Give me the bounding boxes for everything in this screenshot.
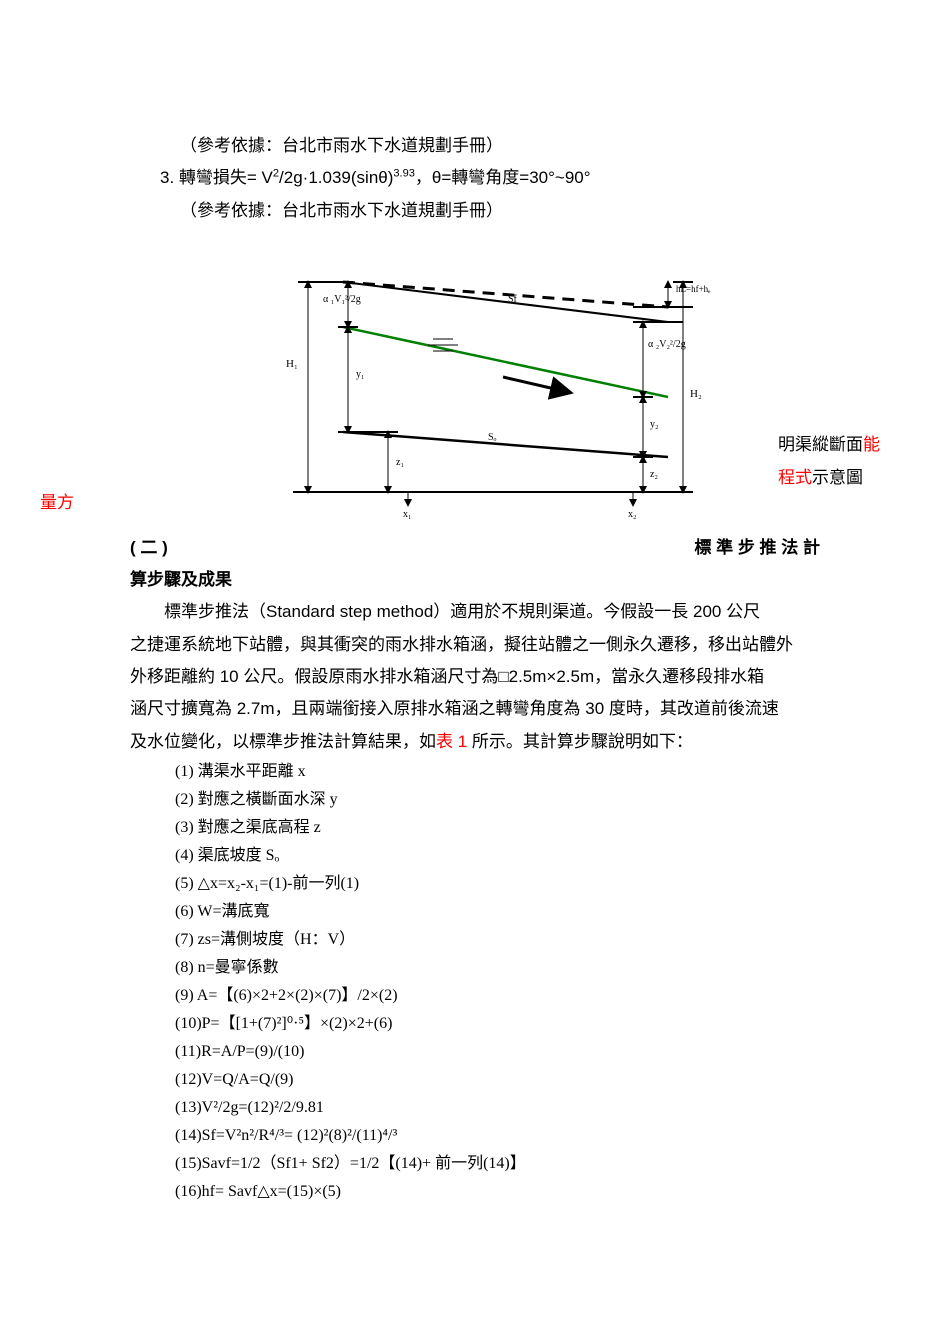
step-7: (7) zs=溝側坡度（H：V） [175,926,820,954]
para-line-1: 標準步推法（Standard step method）適用於不規則渠道。今假設一… [130,596,820,628]
svg-text:hL=hf+hₑ: hL=hf+hₑ [676,284,711,294]
diagram-caption-right: 明渠縱斷面能 程式示意圖 [778,429,880,494]
calculation-steps: (1) 溝渠水平距離 x (2) 對應之橫斷面水深 y (3) 對應之渠底高程 … [130,758,820,1206]
svg-text:x₁: x₁ [403,509,412,520]
svg-text:α ₁V₁²/2g: α ₁V₁²/2g [323,294,361,305]
p5a: 及水位變化，以標準步推法計算結果，如 [130,732,436,751]
svg-text:x₂: x₂ [628,509,637,520]
item3-mid: /2g·1.039(sinθ) [279,168,393,187]
p5b: 表 1 [436,732,467,751]
open-channel-energy-diagram: α ₁V₁²/2g α ₂V₂²/2g H₁ H₂ y₁ y₂ z₁ z₂ x₁… [238,247,713,522]
step-12: (12)V=Q/A=Q/(9) [175,1066,820,1094]
cap-c: 程式 [778,468,812,487]
step-3: (3) 對應之渠底高程 z [175,814,820,842]
step-4: (4) 渠底坡度 Sₒ [175,842,820,870]
sup-393: 3.93 [393,168,415,180]
svg-text:α ₂V₂²/2g: α ₂V₂²/2g [648,339,686,350]
cap-d: 示意圖 [812,468,863,487]
section-num: ( 二 ) [130,532,168,564]
svg-text:Sf: Sf [508,294,518,305]
reference-line-2: （參考依據：台北市雨水下水道規劃手冊） [130,195,820,227]
svg-text:z₁: z₁ [396,457,404,468]
svg-text:H₂: H₂ [690,388,702,400]
step-11: (11)R=A/P=(9)/(10) [175,1038,820,1066]
step-14: (14)Sf=V²n²/R⁴/³= (12)²(8)²/(11)⁴/³ [175,1122,820,1150]
item3-prefix: 3. 轉彎損失= V [160,168,273,187]
cap-b: 能 [863,435,880,454]
para-line-4: 涵尺寸擴寬為 2.7m，且兩端銜接入原排水箱涵之轉彎角度為 30 度時，其改道前… [130,693,820,725]
para-line-3: 外移距離約 10 公尺。假設原雨水排水箱涵尺寸為□2.5m×2.5m，當永久遷移… [130,661,820,693]
para-line-2: 之捷運系統地下站體，與其衝突的雨水排水箱涵，擬往站體之一側永久遷移，移出站體外 [130,629,820,661]
svg-text:z₂: z₂ [650,469,658,480]
step-13: (13)V²/2g=(12)²/2/9.81 [175,1094,820,1122]
svg-text:y₁: y₁ [356,369,365,380]
step-10: (10)P=【[1+(7)²]⁰·⁵】×(2)×2+(6) [175,1010,820,1038]
step-16: (16)hf= Savf△x=(15)×(5) [175,1178,820,1206]
step-6: (6) W=溝底寬 [175,898,820,926]
svg-text:y₂: y₂ [650,419,659,430]
section-heading-sub: 算步驟及成果 [130,564,820,596]
step-15: (15)Savf=1/2（Sf1+ Sf2）=1/2【(14)+ 前一列(14)… [175,1150,820,1178]
step-5: (5) △x=x₂-x₁=(1)-前一列(1) [175,870,820,898]
energy-diagram-wrap: α ₁V₁²/2g α ₂V₂²/2g H₁ H₂ y₁ y₂ z₁ z₂ x₁… [130,247,820,522]
item3-suffix: ，θ=轉彎角度=30°~90° [415,168,591,187]
reference-line-1: （參考依據：台北市雨水下水道規劃手冊） [130,130,820,162]
cap-a: 明渠縱斷面 [778,435,863,454]
diagram-caption-left: 量方 [40,487,74,519]
p5c: 所示。其計算步驟說明如下： [467,732,693,751]
svg-text:H₁: H₁ [286,358,298,370]
section-heading-row: ( 二 ) 標 準 步 推 法 計 [130,532,820,564]
para-line-5: 及水位變化，以標準步推法計算結果，如表 1 所示。其計算步驟說明如下： [130,726,820,758]
step-8: (8) n=曼寧係數 [175,954,820,982]
item-3-bend-loss: 3. 轉彎損失= V2/2g·1.039(sinθ)3.93，θ=轉彎角度=30… [130,162,820,194]
step-1: (1) 溝渠水平距離 x [175,758,820,786]
svg-text:Sₒ: Sₒ [488,432,497,443]
section-right: 標 準 步 推 法 計 [694,532,820,564]
step-2: (2) 對應之橫斷面水深 y [175,786,820,814]
step-9: (9) A=【(6)×2+2×(2)×(7)】/2×(2) [175,982,820,1010]
